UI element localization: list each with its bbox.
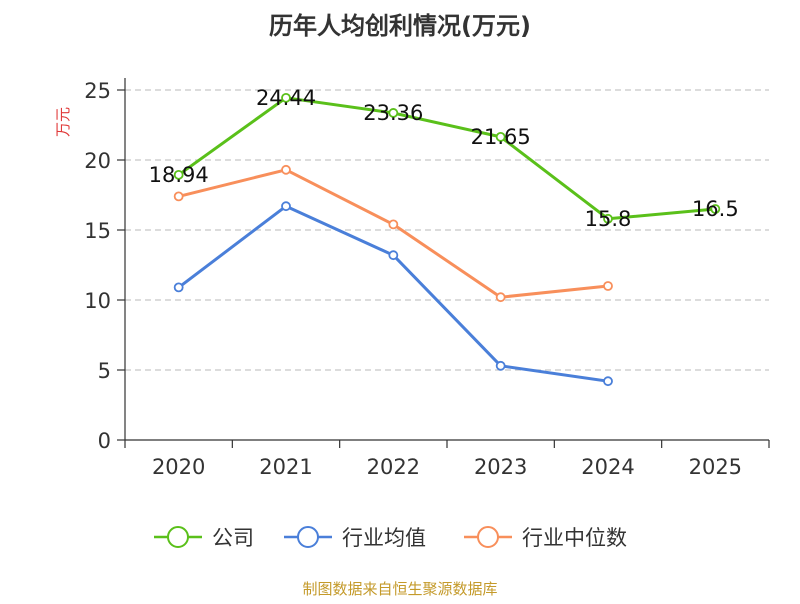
data-labels: 18.94 24.44 23.36 21.65 15.8 16.5 (149, 86, 739, 231)
y-tick-label: 15 (84, 219, 111, 243)
legend-marker (167, 526, 189, 548)
data-point (388, 250, 399, 261)
x-tick-label-2024: 2024 (581, 455, 634, 479)
data-label: 24.44 (256, 86, 316, 110)
legend-label: 公司 (212, 526, 254, 550)
series-lines (177, 96, 716, 383)
y-tick-label: 0 (98, 429, 111, 453)
x-tick-label-2021: 2021 (259, 455, 312, 479)
data-points (173, 92, 721, 387)
data-label: 23.36 (363, 101, 423, 125)
x-tick-label-2022: 2022 (367, 455, 420, 479)
y-tick-label: 5 (98, 359, 111, 383)
legend: 公司 行业均值 行业中位数 (154, 526, 627, 550)
data-point (388, 108, 399, 118)
x-tick-label-2023: 2023 (474, 455, 527, 479)
data-point (710, 204, 721, 214)
data-point (173, 191, 184, 202)
data-point (281, 164, 291, 175)
legend-item-2[interactable]: 行业中位数 (464, 526, 627, 550)
legend-marker (297, 526, 319, 548)
data-point (603, 213, 613, 224)
legend-label: 行业中位数 (522, 526, 627, 550)
grid-lines (125, 89, 769, 371)
chart-title: 历年人均创利情况(万元) (269, 12, 531, 40)
data-point (603, 376, 613, 387)
x-tick-label-2020: 2020 (152, 455, 205, 479)
data-point (173, 169, 184, 180)
y-tick-label: 10 (84, 289, 111, 313)
legend-marker (477, 526, 499, 548)
data-label: 18.94 (149, 163, 209, 187)
data-point (495, 131, 506, 142)
data-label: 15.8 (585, 207, 632, 231)
y-tick-label: 25 (84, 79, 111, 103)
x-tick-label-2025: 2025 (689, 455, 742, 479)
data-point (495, 292, 506, 303)
data-point (603, 281, 613, 291)
data-point (388, 219, 399, 230)
series-line-0 (177, 96, 716, 221)
data-point (495, 360, 506, 371)
y-axis-label: 万元 (54, 107, 72, 137)
source-note: 制图数据来自恒生聚源数据库 (302, 580, 497, 598)
legend-item-1[interactable]: 行业均值 (284, 526, 426, 550)
series-line-2 (178, 168, 609, 299)
legend-label: 行业均值 (342, 526, 426, 550)
data-point (281, 92, 291, 103)
data-label: 21.65 (471, 125, 531, 149)
legend-item-0[interactable]: 公司 (154, 526, 254, 550)
data-point (281, 201, 291, 212)
data-point (173, 282, 184, 293)
y-tick-label: 20 (84, 149, 111, 173)
data-label: 16.5 (692, 197, 739, 221)
